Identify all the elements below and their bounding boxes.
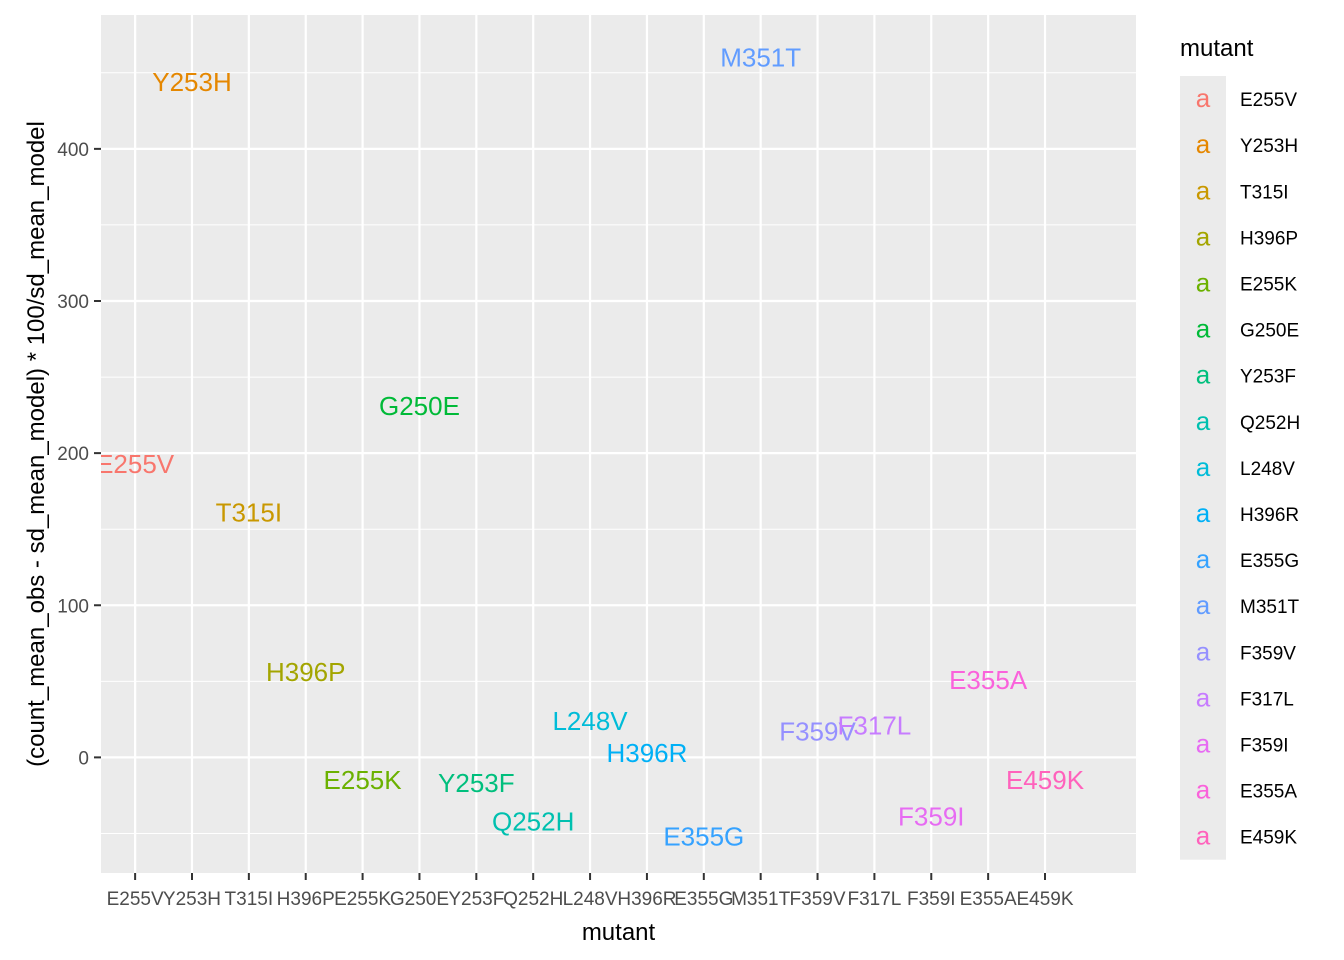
legend-key-glyph: a [1196, 175, 1211, 205]
legend-key-glyph: a [1196, 83, 1211, 113]
x-tick-label: F359V [790, 889, 846, 910]
x-tick-label: H396P [277, 889, 335, 910]
point-label: M351T [720, 43, 801, 73]
legend-key-glyph: a [1196, 406, 1211, 436]
x-tick-label: E355G [674, 889, 733, 910]
point-label: H396R [606, 738, 687, 768]
point-label: G250E [379, 391, 460, 421]
legend-key-glyph: a [1196, 360, 1211, 390]
point-label: Q252H [492, 806, 574, 836]
point-label: E355A [949, 665, 1028, 695]
legend-key-glyph: a [1196, 728, 1211, 758]
legend-label: E459K [1240, 828, 1297, 849]
legend: mutant a E255V a Y253H a T315I a H396P a E255K a G2… [1180, 35, 1300, 860]
point-label: E355G [663, 821, 744, 851]
y-tick-label: 200 [57, 444, 89, 465]
x-tick-label: Y253H [163, 889, 221, 910]
y-axis: 0 100 200 300 400 [57, 140, 101, 770]
legend-label: E355A [1240, 782, 1297, 803]
point-label: F317L [838, 710, 912, 740]
legend-item: a T315I [1196, 175, 1289, 205]
legend-label: H396R [1240, 505, 1299, 526]
legend-label: M351T [1240, 597, 1300, 618]
point-label: F359I [898, 802, 965, 832]
y-tick-label: 400 [57, 140, 89, 161]
legend-key-glyph: a [1196, 452, 1211, 482]
x-axis-title: mutant [582, 919, 656, 946]
legend-label: F359V [1240, 643, 1296, 664]
point-label: Y253F [438, 768, 515, 798]
legend-key-glyph: a [1196, 314, 1211, 344]
legend-key-glyph: a [1196, 129, 1211, 159]
legend-label: Y253H [1240, 136, 1298, 157]
legend-label: T315I [1240, 182, 1289, 203]
y-axis-title: (count_mean_obs - sd_mean_model) * 100/s… [23, 121, 50, 767]
point-label: Y253H [152, 67, 232, 97]
legend-label: Q252H [1240, 413, 1300, 434]
legend-label: G250E [1240, 321, 1299, 342]
point-label: E255K [324, 765, 403, 795]
x-tick-label: Y253F [448, 889, 504, 910]
y-tick-label: 100 [57, 596, 89, 617]
point-label: H396P [266, 657, 346, 687]
point-label: L248V [552, 706, 628, 736]
legend-key-glyph: a [1196, 498, 1211, 528]
legend-key-glyph: a [1196, 590, 1211, 620]
legend-label: E355G [1240, 551, 1299, 572]
x-tick-label: Q252H [503, 889, 563, 910]
legend-key-glyph: a [1196, 221, 1211, 251]
x-tick-label: G250E [390, 889, 449, 910]
x-tick-label: M351T [731, 889, 791, 910]
legend-label: F359I [1240, 735, 1289, 756]
x-tick-label: F359I [907, 889, 956, 910]
x-tick-label: H396R [617, 889, 676, 910]
legend-key-glyph: a [1196, 682, 1211, 712]
x-tick-label: E255V [107, 889, 164, 910]
point-label: E255V [96, 449, 175, 479]
legend-title: mutant [1180, 35, 1254, 62]
legend-key-glyph: a [1196, 636, 1211, 666]
legend-label: Y253F [1240, 367, 1296, 388]
legend-key-glyph: a [1196, 267, 1211, 297]
legend-label: E255K [1240, 274, 1297, 295]
y-tick-label: 0 [78, 748, 89, 769]
x-tick-label: F317L [847, 889, 901, 910]
legend-item: a F359I [1196, 728, 1289, 758]
y-tick-label: 300 [57, 292, 89, 313]
legend-key-glyph: a [1196, 821, 1211, 851]
legend-label: F317L [1240, 689, 1294, 710]
legend-label: H396P [1240, 228, 1298, 249]
x-tick-label: E459K [1016, 889, 1073, 910]
point-label: T315I [216, 497, 283, 527]
x-tick-label: E255K [334, 889, 391, 910]
point-label: E459K [1006, 765, 1085, 795]
x-tick-label: E355A [960, 889, 1017, 910]
legend-label: L248V [1240, 459, 1295, 480]
legend-key-glyph: a [1196, 775, 1211, 805]
legend-key-glyph: a [1196, 544, 1211, 574]
legend-label: E255V [1240, 90, 1297, 111]
x-tick-label: L248V [563, 889, 618, 910]
x-tick-label: T315I [225, 889, 274, 910]
